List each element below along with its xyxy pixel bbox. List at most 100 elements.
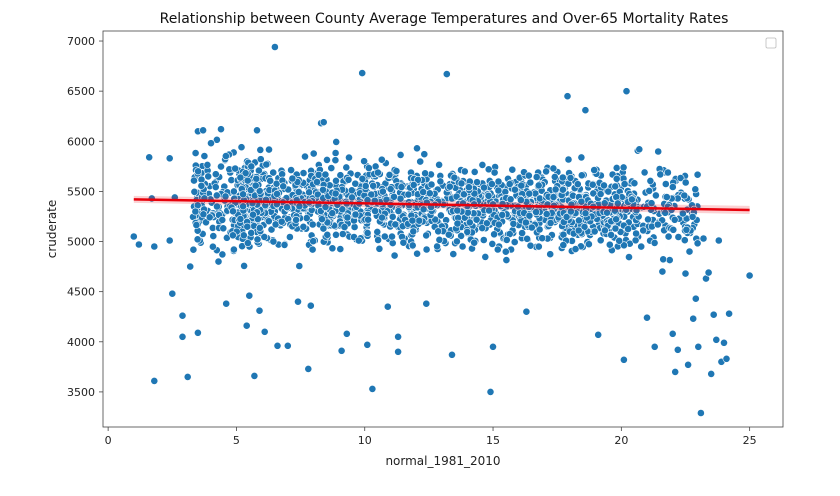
data-point — [472, 215, 481, 224]
data-point — [479, 236, 488, 244]
data-point — [237, 143, 246, 152]
data-point — [150, 242, 159, 251]
data-point — [463, 227, 472, 236]
data-point — [129, 232, 138, 241]
data-point — [394, 207, 403, 215]
data-point — [478, 224, 487, 232]
data-point — [390, 192, 398, 201]
data-point — [607, 230, 615, 239]
data-point — [134, 240, 143, 249]
y-tick-label: 4000 — [67, 336, 95, 349]
data-point — [640, 168, 649, 177]
data-point — [313, 190, 322, 199]
data-point — [309, 237, 318, 246]
data-point — [239, 190, 247, 199]
data-point — [622, 87, 631, 96]
data-point — [255, 186, 264, 195]
data-point — [420, 150, 429, 159]
data-point — [425, 189, 434, 198]
data-point — [421, 169, 429, 178]
data-point — [168, 289, 177, 298]
data-point — [422, 231, 431, 240]
data-point — [309, 149, 318, 158]
data-point — [285, 233, 294, 241]
data-point — [273, 189, 281, 198]
data-point — [308, 245, 317, 254]
data-point — [665, 256, 674, 264]
data-point — [283, 341, 292, 350]
data-point — [524, 171, 533, 180]
data-point — [505, 180, 514, 188]
data-point — [294, 188, 303, 196]
data-point — [374, 236, 382, 244]
data-point — [699, 234, 708, 243]
data-point — [580, 222, 589, 231]
data-point — [652, 191, 660, 200]
data-point — [644, 215, 652, 224]
data-point — [559, 185, 567, 194]
axes-layer: 0 5 10 15 20 25 3500 4000 4500 5000 5500 6000 6500 70… — [67, 35, 757, 447]
data-point — [596, 236, 605, 245]
data-point — [361, 182, 370, 190]
data-point — [511, 185, 519, 194]
data-point — [745, 271, 754, 280]
regression-line — [133, 198, 750, 212]
data-point — [199, 126, 207, 135]
data-point — [217, 125, 225, 134]
x-tick-label: 20 — [614, 434, 628, 447]
data-point — [302, 214, 311, 222]
data-point — [246, 186, 255, 194]
data-point — [323, 155, 331, 164]
data-point — [551, 185, 560, 194]
data-point — [639, 226, 648, 235]
data-point — [664, 168, 672, 177]
data-point — [670, 215, 679, 224]
data-point — [327, 164, 336, 172]
data-point — [205, 213, 214, 222]
data-point — [256, 145, 265, 154]
data-point — [484, 191, 493, 200]
data-point — [630, 179, 639, 188]
data-point — [470, 167, 479, 176]
data-point — [464, 183, 473, 192]
data-point — [653, 220, 662, 229]
data-point — [538, 234, 547, 243]
data-point — [691, 185, 700, 194]
data-point — [294, 297, 302, 306]
data-point — [697, 409, 705, 417]
data-point — [305, 188, 313, 197]
data-point — [600, 181, 608, 190]
data-point — [360, 157, 368, 166]
data-point — [714, 236, 723, 245]
data-point — [342, 163, 351, 172]
data-point — [571, 245, 580, 253]
data-point — [358, 69, 367, 77]
data-point — [647, 199, 656, 208]
x-tick-label: 15 — [486, 434, 500, 447]
data-point — [186, 262, 195, 271]
data-point — [518, 229, 526, 237]
data-point — [377, 155, 386, 164]
data-point — [669, 225, 678, 234]
y-tick-label: 4500 — [67, 286, 95, 299]
data-point — [646, 176, 655, 185]
data-point — [367, 190, 376, 199]
data-point — [397, 183, 406, 191]
data-point — [628, 195, 636, 204]
data-point — [197, 181, 206, 190]
data-point — [419, 188, 428, 196]
data-point — [328, 244, 337, 253]
data-point — [694, 342, 703, 351]
data-point — [712, 335, 721, 344]
data-point — [559, 241, 568, 249]
data-point — [351, 210, 360, 219]
data-point — [347, 186, 356, 195]
data-point — [535, 225, 544, 234]
data-point — [399, 238, 408, 247]
data-point — [517, 181, 526, 190]
data-point — [522, 307, 531, 316]
data-point — [509, 219, 518, 228]
data-point — [498, 210, 507, 219]
data-point — [448, 350, 456, 359]
data-point — [368, 384, 377, 393]
